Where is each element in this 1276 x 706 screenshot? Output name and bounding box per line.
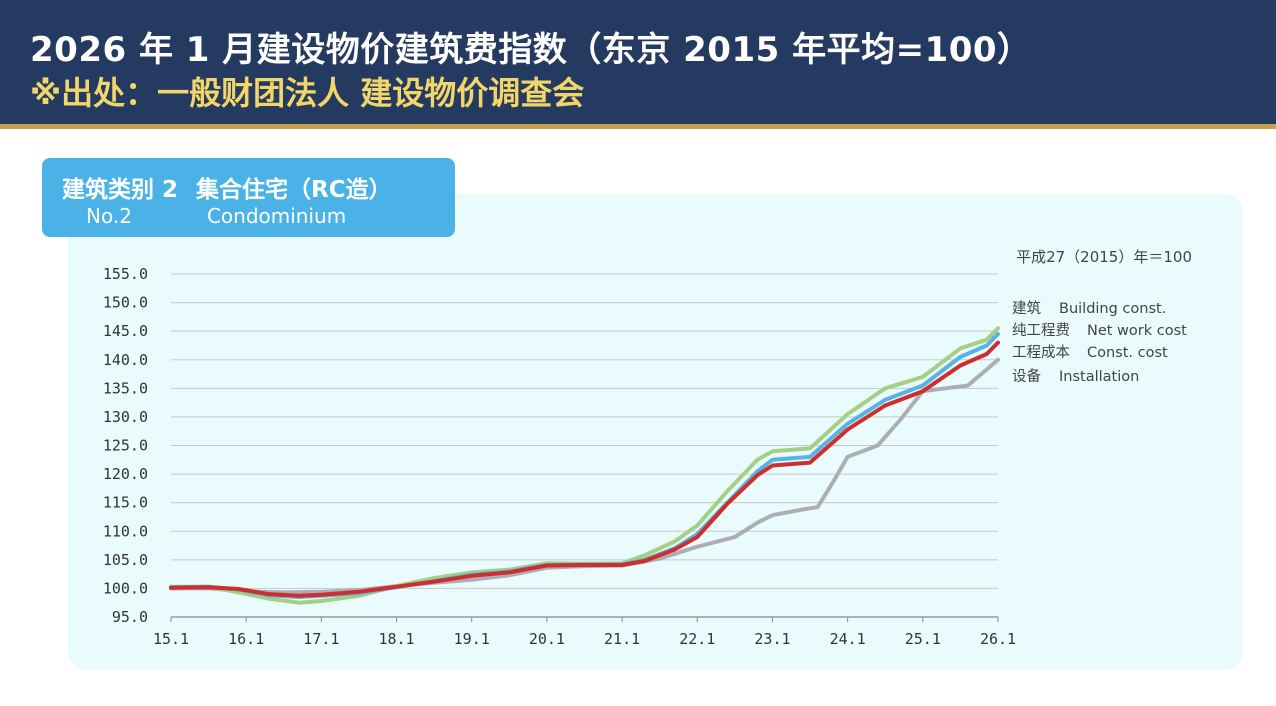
x-tick-label: 20.1 [529,630,565,648]
series-line-1 [169,326,1000,605]
page-subtitle-source: ※出处：一般财团法人 建设物价调查会 [30,74,585,112]
x-tick-label: 15.1 [153,630,189,648]
x-tick-label: 25.1 [905,630,941,648]
badge-building-cn: 集合住宅（RC造） [196,177,392,203]
x-tick-label: 23.1 [754,630,790,648]
x-tick-label: 19.1 [454,630,490,648]
y-tick-label: 95.0 [112,608,148,626]
legend-label-3: 设备 [1012,368,1041,385]
legend-label-1: 纯工程费 [1012,322,1070,339]
x-tick-label: 22.1 [679,630,715,648]
badge-category-cn: 建筑类别 2 [62,177,179,203]
y-tick-label: 115.0 [103,494,148,512]
legend-label-en-3: Installation [1059,369,1139,385]
header-banner [0,0,1276,124]
y-tick-label: 110.0 [103,522,148,540]
y-tick-label: 105.0 [103,551,148,569]
y-tick-label: 125.0 [103,437,148,455]
page-title: 2026 年 1 月建设物价建筑费指数（东京 2015 年平均=100） [30,30,1032,70]
x-tick-label: 21.1 [604,630,640,648]
legend-label-en-2: Const. cost [1087,345,1168,361]
series-line-0 [169,332,1000,599]
legend-label-en-1: Net work cost [1087,323,1187,339]
legend-label-2: 工程成本 [1012,344,1070,361]
badge-building-en: Condominium [206,204,347,228]
header-divider [0,124,1276,129]
x-tick-label: 18.1 [378,630,414,648]
y-tick-label: 155.0 [103,265,148,283]
y-tick-label: 150.0 [103,294,148,312]
y-tick-label: 135.0 [103,379,148,397]
badge-line-cn: 建筑类别 2 集合住宅（RC造） [62,170,392,204]
badge-category-en: No.2 [86,204,132,228]
badge-line-en: No.2 Condominium [86,204,346,228]
y-tick-label: 140.0 [103,351,148,369]
category-badge: 建筑类别 2 集合住宅（RC造） No.2 Condominium [42,158,455,237]
x-tick-label: 24.1 [830,630,866,648]
x-tick-label: 16.1 [228,630,264,648]
y-tick-label: 120.0 [103,465,148,483]
series-line-2 [169,340,1000,598]
legend-label-0: 建筑 [1012,300,1041,317]
base-note: 平成27（2015）年＝100 [1016,248,1192,266]
y-tick-label: 130.0 [103,408,148,426]
y-tick-label: 145.0 [103,322,148,340]
x-tick-label: 17.1 [303,630,339,648]
x-tick-label: 26.1 [980,630,1016,648]
y-tick-label: 100.0 [103,579,148,597]
legend-label-en-0: Building const. [1059,301,1166,317]
series-line-3 [169,357,1000,595]
